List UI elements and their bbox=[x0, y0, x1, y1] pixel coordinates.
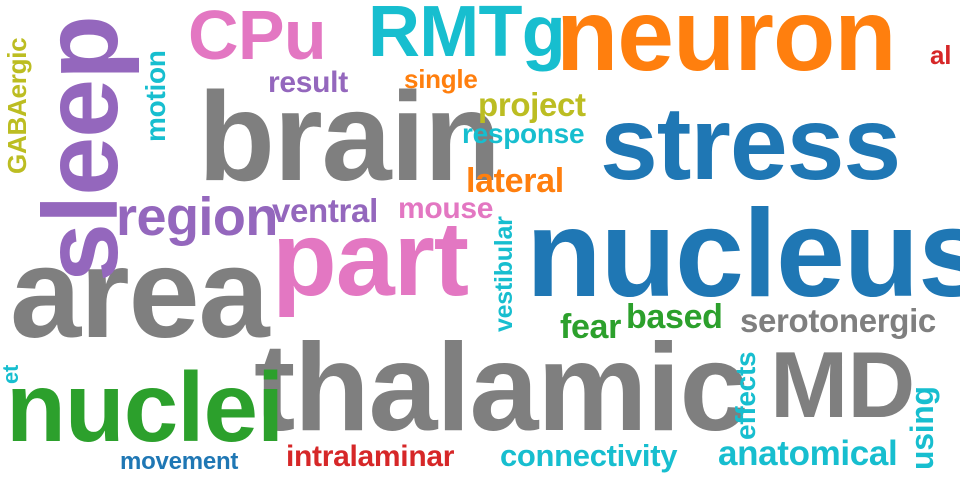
word-cpu: CPu bbox=[188, 0, 327, 74]
word-single: single bbox=[404, 64, 478, 94]
word-motion: motion bbox=[140, 50, 171, 142]
word-nuclei: nuclei bbox=[6, 352, 284, 462]
word-response: response bbox=[462, 118, 585, 149]
word-serotonergic: serotonergic bbox=[740, 302, 936, 339]
word-fear: fear bbox=[560, 308, 622, 346]
word-anatomical: anatomical bbox=[718, 434, 898, 473]
word-thalamic: thalamic bbox=[254, 319, 748, 457]
word-based: based bbox=[626, 298, 723, 336]
word-project: project bbox=[478, 86, 586, 123]
word-al: al bbox=[930, 40, 952, 70]
word-brain: brain bbox=[198, 66, 501, 207]
word-region: region bbox=[116, 187, 278, 247]
word-et: et bbox=[0, 364, 23, 384]
word-gabaergic: GABAergic bbox=[2, 37, 32, 174]
word-movement: movement bbox=[120, 448, 239, 475]
word-area: area bbox=[10, 222, 270, 365]
word-connectivity: connectivity bbox=[500, 438, 678, 473]
word-using: using bbox=[904, 386, 940, 470]
word-result: result bbox=[268, 66, 348, 99]
word-lateral: lateral bbox=[466, 162, 564, 200]
word-mouse: mouse bbox=[398, 192, 494, 225]
word-rmtg: RMTg bbox=[368, 0, 566, 72]
word-effects: effects bbox=[730, 351, 761, 440]
word-part: part bbox=[272, 200, 469, 318]
word-md: MD bbox=[770, 332, 915, 437]
word-nucleus: nucleus bbox=[526, 185, 960, 323]
word-stress: stress bbox=[600, 86, 901, 202]
word-neuron: neuron bbox=[556, 0, 897, 92]
word-vestibular: vestibular bbox=[490, 216, 518, 332]
word-ventral: ventral bbox=[272, 192, 378, 229]
word-intralaminar: intralaminar bbox=[286, 440, 455, 473]
